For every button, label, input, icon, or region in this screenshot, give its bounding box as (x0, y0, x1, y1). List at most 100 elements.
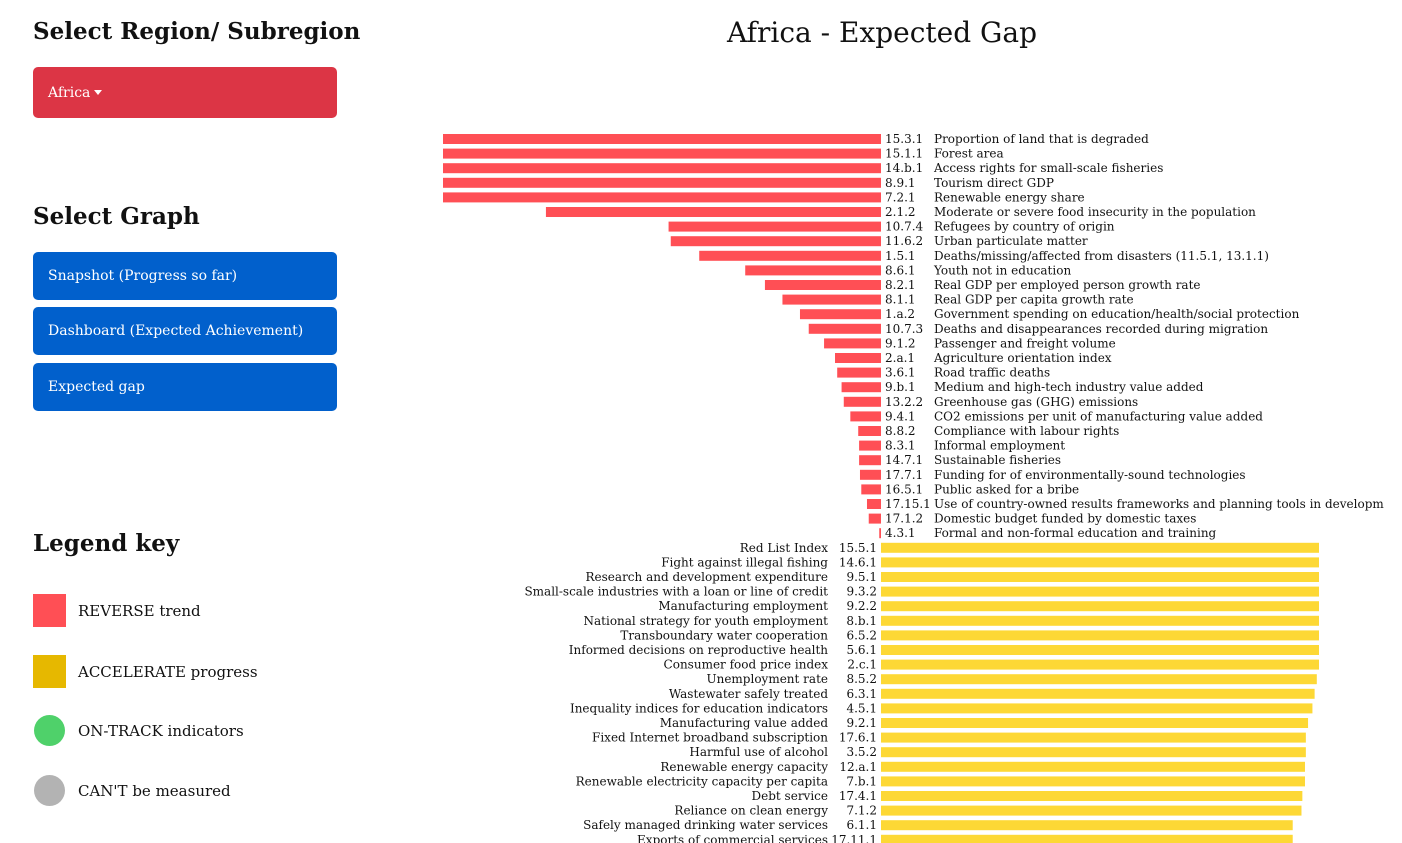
reverse-bar-14-7-1[interactable] (859, 455, 881, 466)
reverse-bar-8-6-1[interactable] (745, 265, 881, 276)
accelerate-bar-label-6-5-2: Transboundary water cooperation (620, 628, 828, 642)
accelerate-bar-label-5-6-1: Informed decisions on reproductive healt… (569, 643, 828, 657)
accelerate-bar-label-9-2-2: Manufacturing employment (658, 599, 828, 613)
accelerate-bar-7-b-1[interactable] (881, 776, 1305, 787)
reverse-bar-label-1-a-2: Government spending on education/health/… (934, 307, 1300, 321)
accelerate-bar-3-5-2[interactable] (881, 747, 1306, 758)
reverse-bar-4-3-1[interactable] (879, 528, 881, 539)
reverse-bar-label-8-9-1: Tourism direct GDP (934, 176, 1054, 190)
reverse-bar-17-15-1[interactable] (866, 499, 881, 509)
reverse-bar-code-17-15-1: 17.15.1 (885, 497, 931, 511)
reverse-bar-code-8-3-1: 8.3.1 (885, 439, 916, 453)
accelerate-bar-6-3-1[interactable] (881, 688, 1315, 699)
reverse-bar-2-a-1[interactable] (835, 353, 881, 363)
accelerate-bar-12-a-1[interactable] (881, 761, 1305, 772)
accelerate-bar-9-5-1[interactable] (881, 572, 1319, 582)
reverse-bar-code-4-3-1: 4.3.1 (885, 526, 916, 540)
reverse-bar-14-b-1[interactable] (443, 163, 881, 174)
reverse-bar-10-7-4[interactable] (668, 221, 881, 232)
reverse-bar-8-1-1[interactable] (782, 294, 881, 305)
accelerate-bar-9-2-2[interactable] (881, 601, 1319, 612)
accelerate-bar-17-6-1[interactable] (881, 732, 1306, 743)
reverse-bar-label-17-15-1: Use of country-owned results frameworks … (934, 497, 1384, 511)
accelerate-bar-label-7-1-2: Reliance on clean energy (674, 804, 828, 818)
accelerate-bar-7-1-2[interactable] (881, 805, 1302, 816)
snapshot-button[interactable]: Snapshot (Progress so far) (33, 252, 337, 300)
accelerate-bar-code-3-5-2: 3.5.2 (846, 745, 877, 759)
accelerate-bar-code-6-5-2: 6.5.2 (846, 628, 877, 642)
accelerate-bar-code-4-5-1: 4.5.1 (846, 701, 877, 715)
accelerate-bar-code-2-c-1: 2.c.1 (847, 658, 877, 672)
accelerate-bar-5-6-1[interactable] (881, 645, 1319, 655)
accelerate-swatch-icon (33, 655, 66, 688)
accelerate-bar-9-3-2[interactable] (881, 586, 1319, 597)
accelerate-bar-code-7-b-1: 7.b.1 (846, 774, 877, 788)
accelerate-bar-8-b-1[interactable] (881, 615, 1319, 626)
accelerate-bar-label-3-5-2: Harmful use of alcohol (689, 745, 828, 759)
reverse-bar-label-14-b-1: Access rights for small-scale fisheries (933, 161, 1163, 175)
accelerate-bar-17-4-1[interactable] (881, 791, 1303, 801)
reverse-bar-9-1-2[interactable] (824, 338, 881, 349)
reverse-bar-label-7-2-1: Renewable energy share (934, 190, 1085, 204)
sidebar: Select Region/ Subregion Africa Select G… (0, 0, 380, 843)
reverse-bar-code-10-7-3: 10.7.3 (885, 322, 923, 336)
accelerate-bar-code-6-3-1: 6.3.1 (846, 687, 877, 701)
reverse-bar-9-b-1[interactable] (841, 382, 881, 393)
accelerate-bar-label-9-3-2: Small-scale industries with a loan or li… (524, 585, 828, 599)
reverse-bar-17-7-1[interactable] (859, 469, 881, 480)
reverse-bar-code-14-b-1: 14.b.1 (885, 161, 923, 175)
accelerate-bar-9-2-1[interactable] (881, 718, 1309, 728)
dashboard-button[interactable]: Dashboard (Expected Achievement) (33, 307, 337, 355)
accelerate-bar-code-14-6-1: 14.6.1 (839, 555, 877, 569)
accelerate-bar-15-5-1[interactable] (881, 542, 1319, 553)
reverse-bar-16-5-1[interactable] (861, 484, 881, 495)
reverse-bar-11-6-2[interactable] (670, 236, 881, 247)
accelerate-bar-4-5-1[interactable] (881, 703, 1313, 714)
reverse-bar-10-7-3[interactable] (808, 323, 881, 334)
accelerate-bar-label-8-5-2: Unemployment rate (706, 672, 828, 686)
reverse-bar-8-9-1[interactable] (443, 177, 881, 188)
reverse-bar-label-10-7-4: Refugees by country of origin (934, 220, 1115, 234)
reverse-bar-15-1-1[interactable] (443, 148, 881, 159)
reverse-bar-label-15-1-1: Forest area (934, 147, 1004, 161)
reverse-bar-1-5-1[interactable] (699, 250, 881, 261)
reverse-bar-label-9-b-1: Medium and high-tech industry value adde… (934, 380, 1204, 394)
reverse-bar-3-6-1[interactable] (837, 367, 881, 378)
region-dropdown-button[interactable]: Africa (33, 67, 337, 118)
reverse-bar-8-8-2[interactable] (858, 426, 881, 436)
reverse-bar-7-2-1[interactable] (443, 192, 881, 203)
accelerate-bar-6-1-1[interactable] (881, 820, 1293, 831)
reverse-bar-15-3-1[interactable] (443, 134, 881, 144)
accelerate-bar-code-9-2-1: 9.2.1 (846, 716, 877, 730)
accelerate-bar-2-c-1[interactable] (881, 659, 1319, 670)
accelerate-bar-code-9-5-1: 9.5.1 (846, 570, 877, 584)
reverse-bar-code-8-9-1: 8.9.1 (885, 176, 916, 190)
reverse-bar-label-16-5-1: Public asked for a bribe (934, 482, 1079, 496)
accelerate-bar-code-5-6-1: 5.6.1 (846, 643, 877, 657)
accelerate-bar-code-17-11-1: 17.11.1 (831, 833, 877, 843)
accelerate-bar-code-15-5-1: 15.5.1 (839, 541, 877, 555)
reverse-bar-1-a-2[interactable] (799, 309, 881, 320)
reverse-bar-8-3-1[interactable] (859, 440, 881, 451)
legend-label-reverse: REVERSE trend (78, 601, 201, 620)
reverse-bar-2-1-2[interactable] (545, 207, 881, 217)
accelerate-bar-17-11-1[interactable] (881, 834, 1293, 843)
reverse-bar-label-17-7-1: Funding for of environmentally-sound tec… (934, 468, 1246, 482)
accelerate-bar-label-17-4-1: Debt service (752, 789, 828, 803)
reverse-bar-17-1-2[interactable] (868, 513, 881, 524)
reverse-bar-13-2-2[interactable] (843, 396, 881, 407)
accelerate-bar-8-5-2[interactable] (881, 674, 1317, 685)
expected-gap-button[interactable]: Expected gap (33, 363, 337, 411)
reverse-bar-9-4-1[interactable] (850, 411, 881, 422)
graph-heading: Select Graph (33, 203, 200, 230)
accelerate-bar-label-17-6-1: Fixed Internet broadband subscription (592, 731, 828, 745)
reverse-bar-code-17-1-2: 17.1.2 (885, 512, 923, 526)
accelerate-bar-6-5-2[interactable] (881, 630, 1319, 641)
on-track-circle-icon (34, 715, 65, 746)
reverse-bar-code-13-2-2: 13.2.2 (885, 395, 923, 409)
accelerate-bar-code-9-3-2: 9.3.2 (846, 585, 877, 599)
accelerate-bar-14-6-1[interactable] (881, 557, 1319, 568)
reverse-bar-label-2-a-1: Agriculture orientation index (933, 351, 1112, 365)
accelerate-bar-label-9-2-1: Manufacturing value added (660, 716, 829, 730)
reverse-bar-8-2-1[interactable] (764, 280, 881, 290)
